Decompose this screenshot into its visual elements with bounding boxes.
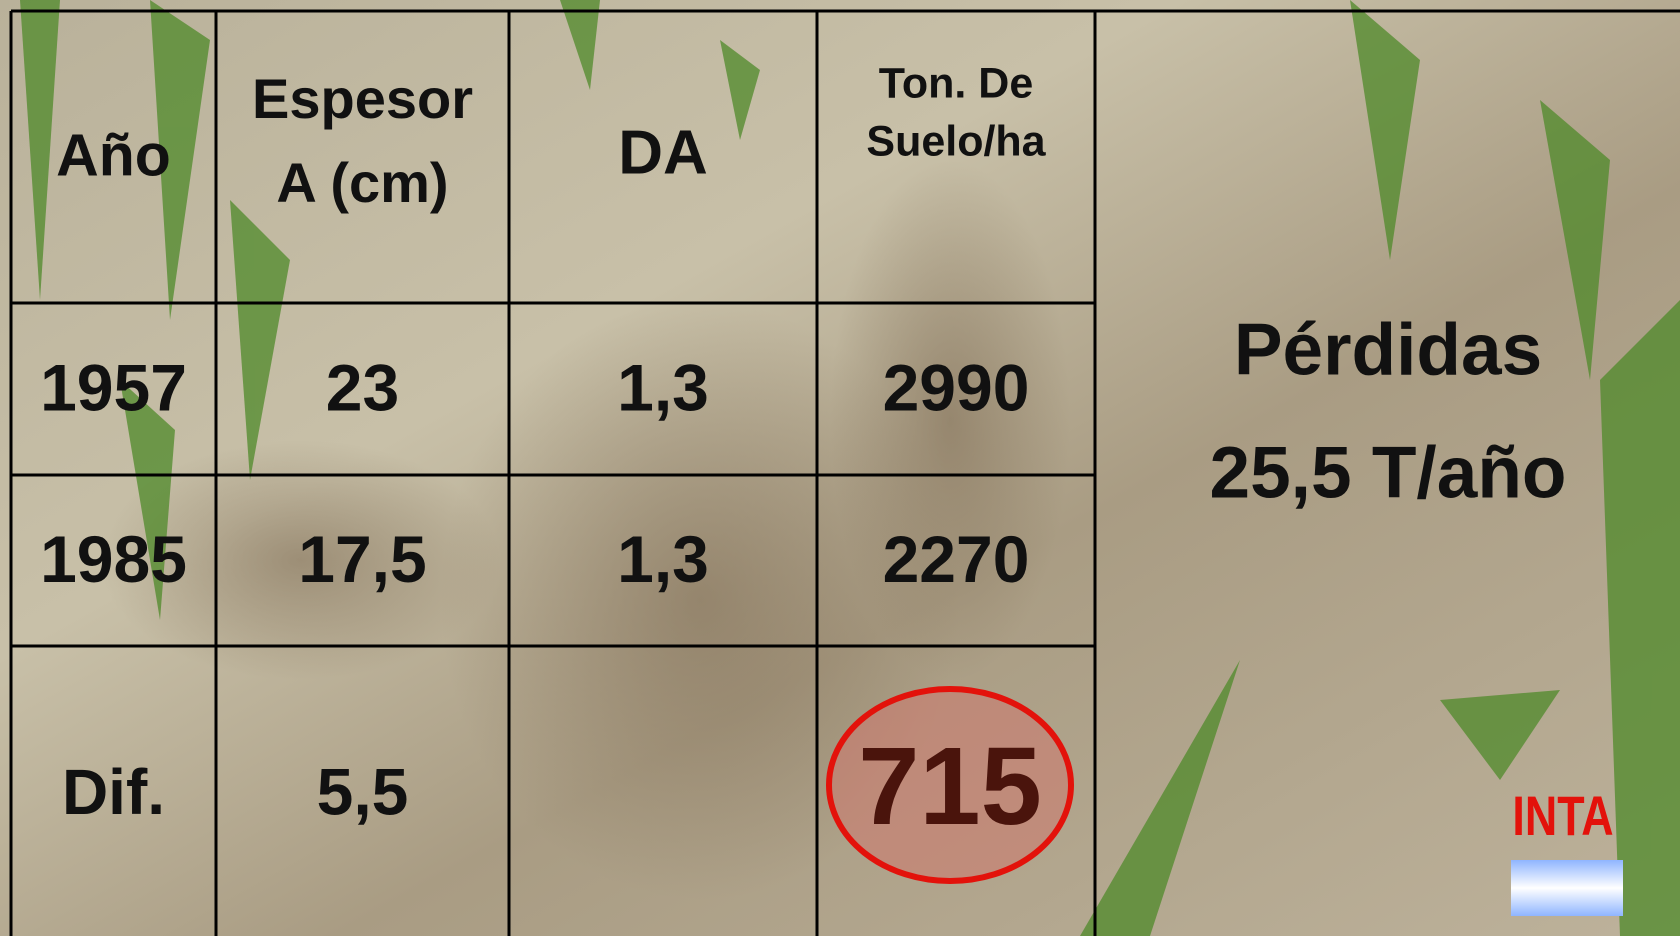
soil-patch [100,440,500,680]
table-cell: 1985 [40,522,187,596]
header-cell: Espesor [252,67,473,130]
table-cell: 17,5 [298,522,426,596]
table-cell: 5,5 [317,754,409,828]
table-cell: 2270 [883,522,1030,596]
table-grid [9,9,1680,936]
side-text: 25,5 T/año [1209,432,1566,513]
table-cell: 1,3 [617,350,709,424]
plants [20,0,1680,936]
soil-patch [830,160,1070,680]
header-cell: DA [618,118,708,187]
table-cell: 1957 [40,350,187,424]
header-cell: A (cm) [276,151,448,214]
table-cell: 2990 [883,350,1030,424]
table-cell: 23 [326,350,399,424]
header-cell: Suelo/ha [866,117,1046,165]
header-cell: Ton. De [879,59,1033,107]
soil-patch [440,300,960,900]
logo-text: INTA [1512,784,1613,847]
table-cell: Dif. [62,756,165,828]
highlight-value: 715 [858,725,1042,848]
highlight-circle [826,686,1074,884]
flag [1511,860,1623,916]
header-cell: Año [56,123,171,189]
table-cell: 1,3 [617,522,709,596]
side-text: Pérdidas [1234,309,1542,390]
